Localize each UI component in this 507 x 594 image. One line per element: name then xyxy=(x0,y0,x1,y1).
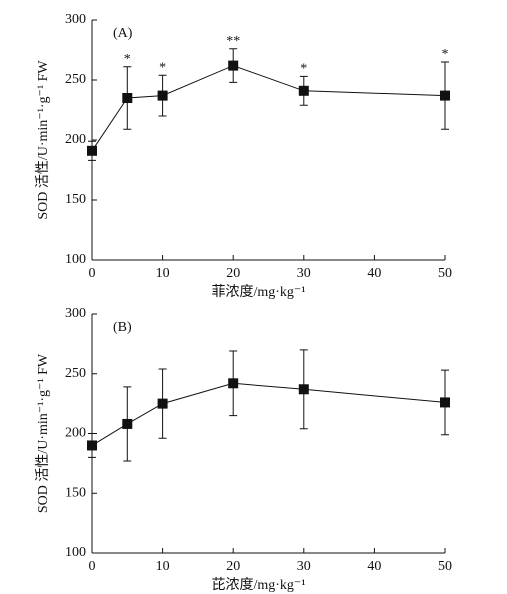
y-tick-label: 150 xyxy=(65,192,86,207)
x-axis-label: 菲浓度/mg·kg⁻¹ xyxy=(211,284,305,300)
point xyxy=(298,384,309,395)
y-tick-label: 100 xyxy=(65,252,86,267)
line xyxy=(91,382,446,446)
y-tick-label: 250 xyxy=(65,366,86,381)
significance-label: * xyxy=(124,52,131,67)
panel-label: (B) xyxy=(113,320,132,335)
x-tick-label: 40 xyxy=(367,559,381,574)
x-tick-label: 0 xyxy=(89,559,96,574)
point xyxy=(440,397,450,408)
line xyxy=(91,65,446,152)
point xyxy=(87,440,97,451)
y-axis-label: SOD 活性/U·min⁻¹·g⁻¹ FW xyxy=(35,353,51,513)
point xyxy=(87,145,97,156)
x-tick-label: 10 xyxy=(156,559,170,574)
significance-label: ** xyxy=(226,34,240,49)
x-tick-label: 30 xyxy=(297,266,311,281)
significance-label: * xyxy=(300,62,307,77)
y-tick-label: 100 xyxy=(65,545,86,560)
y-tick-label: 150 xyxy=(65,485,86,500)
x-tick-label: 50 xyxy=(438,266,452,281)
x-tick-label: 20 xyxy=(226,266,240,281)
point xyxy=(440,90,450,101)
x-axis-label: 芘浓度/mg·kg⁻¹ xyxy=(211,577,305,593)
point xyxy=(228,60,239,71)
panel-label: (A) xyxy=(113,26,133,41)
point xyxy=(157,398,168,409)
y-tick-label: 300 xyxy=(65,12,86,27)
y-tick-label: 250 xyxy=(65,72,86,87)
x-tick-label: 20 xyxy=(226,559,240,574)
y-tick-label: 300 xyxy=(65,306,86,321)
point xyxy=(298,85,309,96)
significance-label: * xyxy=(159,60,166,75)
x-tick-label: 10 xyxy=(156,266,170,281)
point xyxy=(122,418,133,429)
x-tick-label: 50 xyxy=(438,559,452,574)
point xyxy=(122,93,133,103)
y-tick-label: 200 xyxy=(65,426,86,441)
significance-label: * xyxy=(442,47,449,62)
x-tick-label: 0 xyxy=(89,266,96,281)
y-axis-label: SOD 活性/U·min⁻¹·g⁻¹ FW xyxy=(35,60,51,220)
x-tick-label: 30 xyxy=(297,559,311,574)
point xyxy=(157,90,168,101)
point xyxy=(228,378,239,389)
y-tick-label: 200 xyxy=(65,132,86,147)
x-tick-label: 40 xyxy=(367,266,381,281)
